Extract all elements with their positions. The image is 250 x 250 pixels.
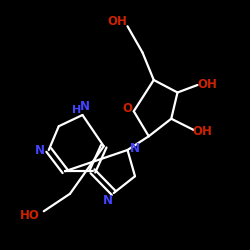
Text: H: H <box>72 105 82 115</box>
Text: N: N <box>80 100 90 113</box>
Text: HO: HO <box>20 209 40 222</box>
Text: OH: OH <box>192 125 212 138</box>
Text: O: O <box>122 102 132 114</box>
Text: N: N <box>34 144 44 158</box>
Text: OH: OH <box>107 15 127 28</box>
Text: OH: OH <box>198 78 218 92</box>
Text: N: N <box>130 142 140 155</box>
Text: N: N <box>102 194 113 206</box>
